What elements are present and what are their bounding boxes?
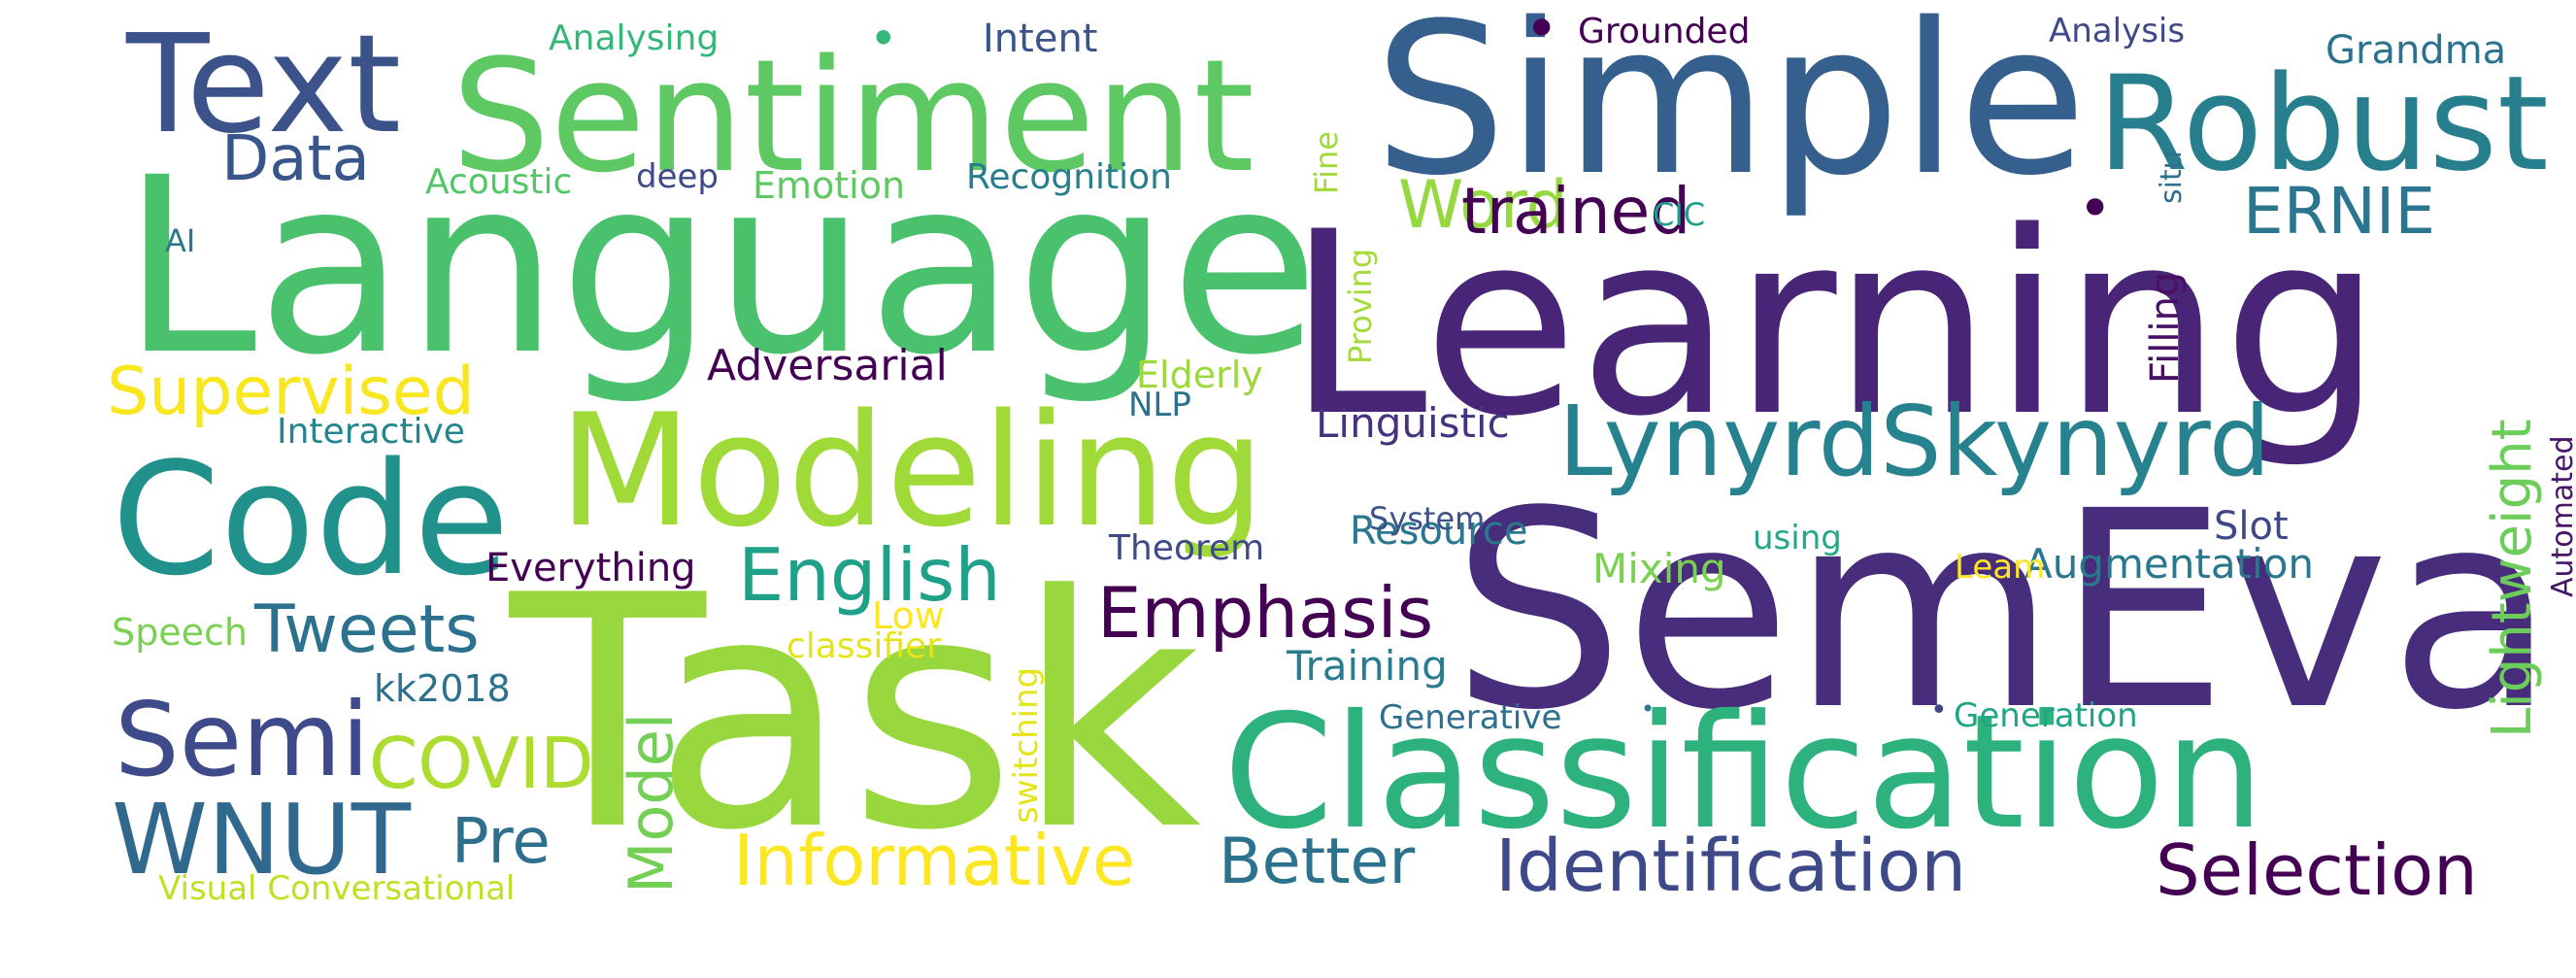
word-intent: Intent: [983, 17, 1098, 61]
word-adversarial: Adversarial: [707, 341, 948, 390]
word-theorem: Theorem: [1109, 528, 1265, 568]
word-supervised: Supervised: [107, 354, 475, 430]
word-situ-rot: situ: [2155, 151, 2189, 204]
word-analysis: Analysis: [2049, 12, 2186, 51]
word-filling: Filling: [2143, 271, 2188, 384]
word-ernie: ERNIE: [2243, 174, 2436, 249]
word-model: Model: [616, 712, 686, 894]
word-classification: Classification: [1223, 682, 2264, 864]
word-covid: COVID: [369, 723, 594, 804]
word-robust: Robust: [2097, 48, 2549, 200]
word-speech: Speech: [112, 611, 248, 654]
word-proving: Proving: [1342, 248, 1379, 364]
word-analysing: Analysing: [549, 18, 719, 58]
word-lynyrdskynyrd: LynyrdSkynyrd: [1558, 385, 2271, 498]
word-simple: Simple: [1374, 0, 2088, 221]
word-generation: Generation: [1954, 696, 2138, 735]
word-wnut: WNUT: [112, 783, 411, 896]
word-acoustic: Acoustic: [425, 162, 573, 202]
word-switching: switching: [1007, 666, 1046, 824]
word-language: Language: [121, 125, 1320, 408]
dot-mark: •: [869, 11, 898, 67]
word-emphasis: Emphasis: [1097, 572, 1434, 654]
word-task: Task: [510, 527, 1202, 900]
word-pre: Pre: [452, 806, 551, 878]
word-text: Text: [126, 6, 402, 164]
word-sentiment: Sentiment: [452, 25, 1255, 207]
word-low: Low: [872, 594, 945, 637]
word-semeval: SemEval: [1452, 454, 2576, 770]
word-nlp: NLP: [1128, 386, 1191, 424]
word-leam: Leam: [1955, 548, 2046, 587]
word-ai: AI: [165, 222, 196, 259]
word-code: Code: [112, 428, 510, 610]
word-grandma: Grandma: [2325, 28, 2507, 73]
word-generative: Generative: [1379, 698, 1562, 737]
word-grounded: Grounded: [1578, 12, 1751, 51]
word-english: English: [738, 532, 1001, 618]
dot-mark: •: [2078, 175, 2113, 243]
word-selection: Selection: [2156, 829, 2478, 911]
word-lightweight: Lightweight: [2481, 419, 2544, 738]
word-fine: Fine: [1308, 131, 1345, 194]
word-elderly: Elderly: [1136, 354, 1263, 396]
word-resource: Resource: [1350, 509, 1528, 554]
word-training: Training: [1287, 642, 1448, 690]
word-interactive: Interactive: [277, 412, 465, 452]
word-cic: CIC: [1653, 196, 1706, 233]
dot-mark: •: [1930, 693, 1948, 727]
word-linguistic: Linguistic: [1316, 399, 1510, 447]
word-deep: deep: [636, 157, 719, 196]
word-recognition: Recognition: [966, 157, 1172, 197]
word-using: using: [1753, 519, 1842, 557]
word-informative: Informative: [733, 820, 1135, 901]
word-better: Better: [1219, 826, 1416, 898]
word-automated: Automated: [2546, 435, 2576, 597]
word-augmentation: Augmentation: [2024, 540, 2315, 588]
word-everything: Everything: [485, 546, 696, 590]
word-learning: Learning: [1287, 179, 2383, 472]
word-tweets: Tweets: [254, 591, 480, 668]
word-emotion: Emotion: [753, 164, 906, 207]
word-classifier: classifier: [786, 626, 941, 666]
word-identification: Identification: [1495, 825, 1967, 908]
word-semi: Semi: [115, 681, 370, 799]
word-trained: trained: [1461, 174, 1691, 249]
word-data: Data: [221, 123, 370, 195]
word-mixing: Mixing: [1592, 545, 1726, 592]
word-kk2018: kk2018: [374, 667, 511, 710]
word-word: Word: [1398, 167, 1568, 244]
word-modeling: Modeling: [558, 380, 1265, 561]
dot-mark: •: [1641, 695, 1656, 723]
word-system: System: [1369, 500, 1486, 537]
word-slot: Slot: [2214, 504, 2289, 549]
dot-mark: •: [1524, 0, 1559, 63]
word-visual-conversational: Visual Conversational: [158, 869, 516, 908]
